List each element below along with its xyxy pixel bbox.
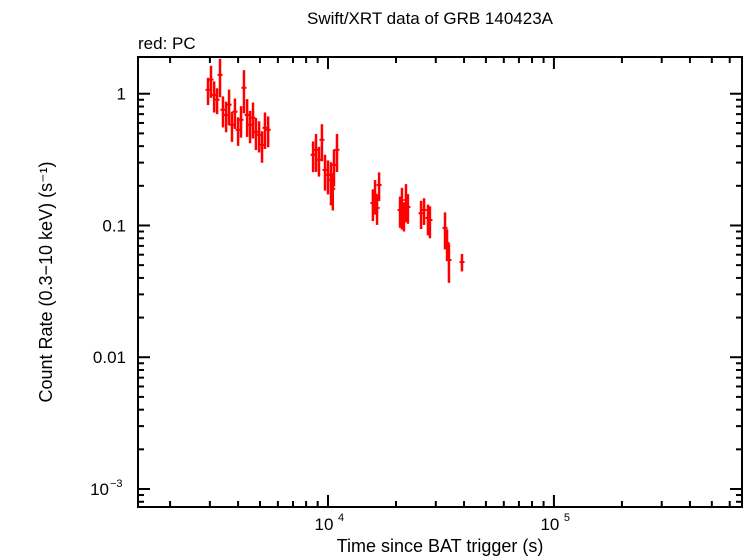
x-tick-label: 10 <box>315 515 334 534</box>
x-tick-label: 10 <box>540 515 559 534</box>
legend-label: red: PC <box>138 34 196 53</box>
y-tick-labels: 1 0.1 0.01 10 −3 <box>90 85 126 499</box>
y-tick-label-exponent: −3 <box>110 478 123 490</box>
x-tick-labels: 10 4 10 5 <box>315 512 571 534</box>
data-series-pc <box>205 58 465 283</box>
y-tick-label: 0.01 <box>93 348 126 367</box>
axis-ticks <box>138 57 742 507</box>
y-tick-label: 1 <box>117 85 126 104</box>
plot-frame <box>137 56 743 508</box>
y-axis-label: Count Rate (0.3−10 keV) (s⁻¹) <box>36 161 56 402</box>
chart-title: Swift/XRT data of GRB 140423A <box>307 9 554 28</box>
y-tick-label: 10 <box>90 480 109 499</box>
y-tick-label: 0.1 <box>102 216 126 235</box>
x-tick-label-exponent: 4 <box>338 512 344 524</box>
x-tick-label-exponent: 5 <box>564 512 570 524</box>
x-axis-label: Time since BAT trigger (s) <box>337 536 544 556</box>
